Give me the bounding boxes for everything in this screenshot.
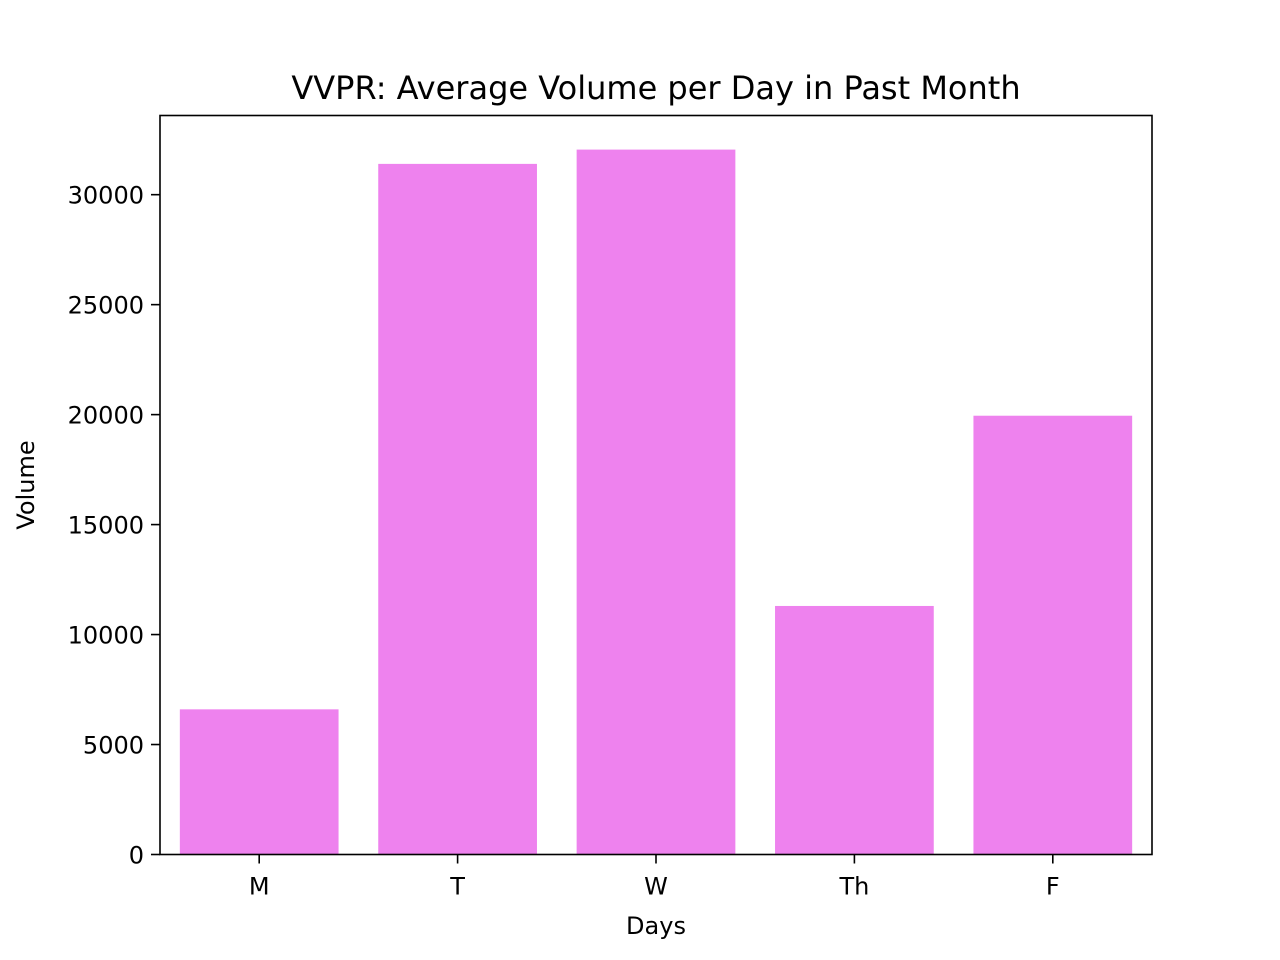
y-axis-ticks: 0 5000 10000 15000 20000 25000 30000 — [68, 182, 160, 870]
y-tick-label: 10000 — [68, 622, 144, 650]
x-tick-label: F — [1046, 873, 1060, 901]
y-tick-label: 20000 — [68, 402, 144, 430]
x-axis-label: Days — [626, 912, 686, 940]
y-tick-label: 0 — [129, 842, 144, 870]
bar-t — [378, 163, 537, 855]
bar-f — [973, 415, 1133, 855]
bar-w — [576, 149, 736, 855]
x-tick-label: T — [449, 873, 465, 901]
x-tick-label: Th — [838, 873, 869, 901]
x-tick-label: M — [249, 873, 270, 901]
y-tick-label: 5000 — [83, 732, 144, 760]
y-tick-label: 25000 — [68, 292, 144, 320]
y-tick-label: 15000 — [68, 512, 144, 540]
y-axis-label: Volume — [12, 440, 40, 529]
x-axis-ticks: M T W Th F — [249, 854, 1060, 901]
plot-frame — [159, 114, 1153, 856]
bar-th — [775, 605, 934, 855]
x-tick-label: W — [644, 873, 668, 901]
y-tick-label: 30000 — [68, 182, 144, 210]
chart-title: VVPR: Average Volume per Day in Past Mon… — [291, 69, 1020, 107]
bar-m — [179, 709, 339, 855]
bars-group — [179, 149, 1133, 855]
